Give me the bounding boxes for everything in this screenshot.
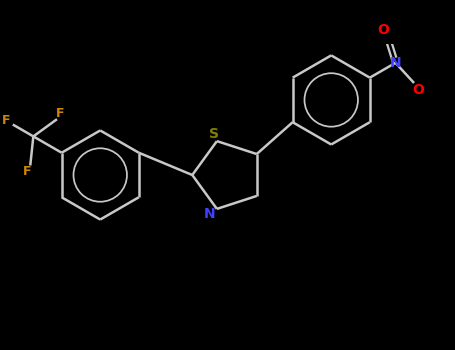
Text: O: O — [377, 22, 389, 36]
Text: F: F — [56, 106, 65, 119]
Text: N: N — [204, 206, 216, 220]
Text: F: F — [2, 114, 11, 127]
Text: F: F — [22, 165, 31, 178]
Text: N: N — [389, 56, 401, 70]
Text: S: S — [209, 127, 219, 141]
Text: O: O — [412, 83, 424, 97]
